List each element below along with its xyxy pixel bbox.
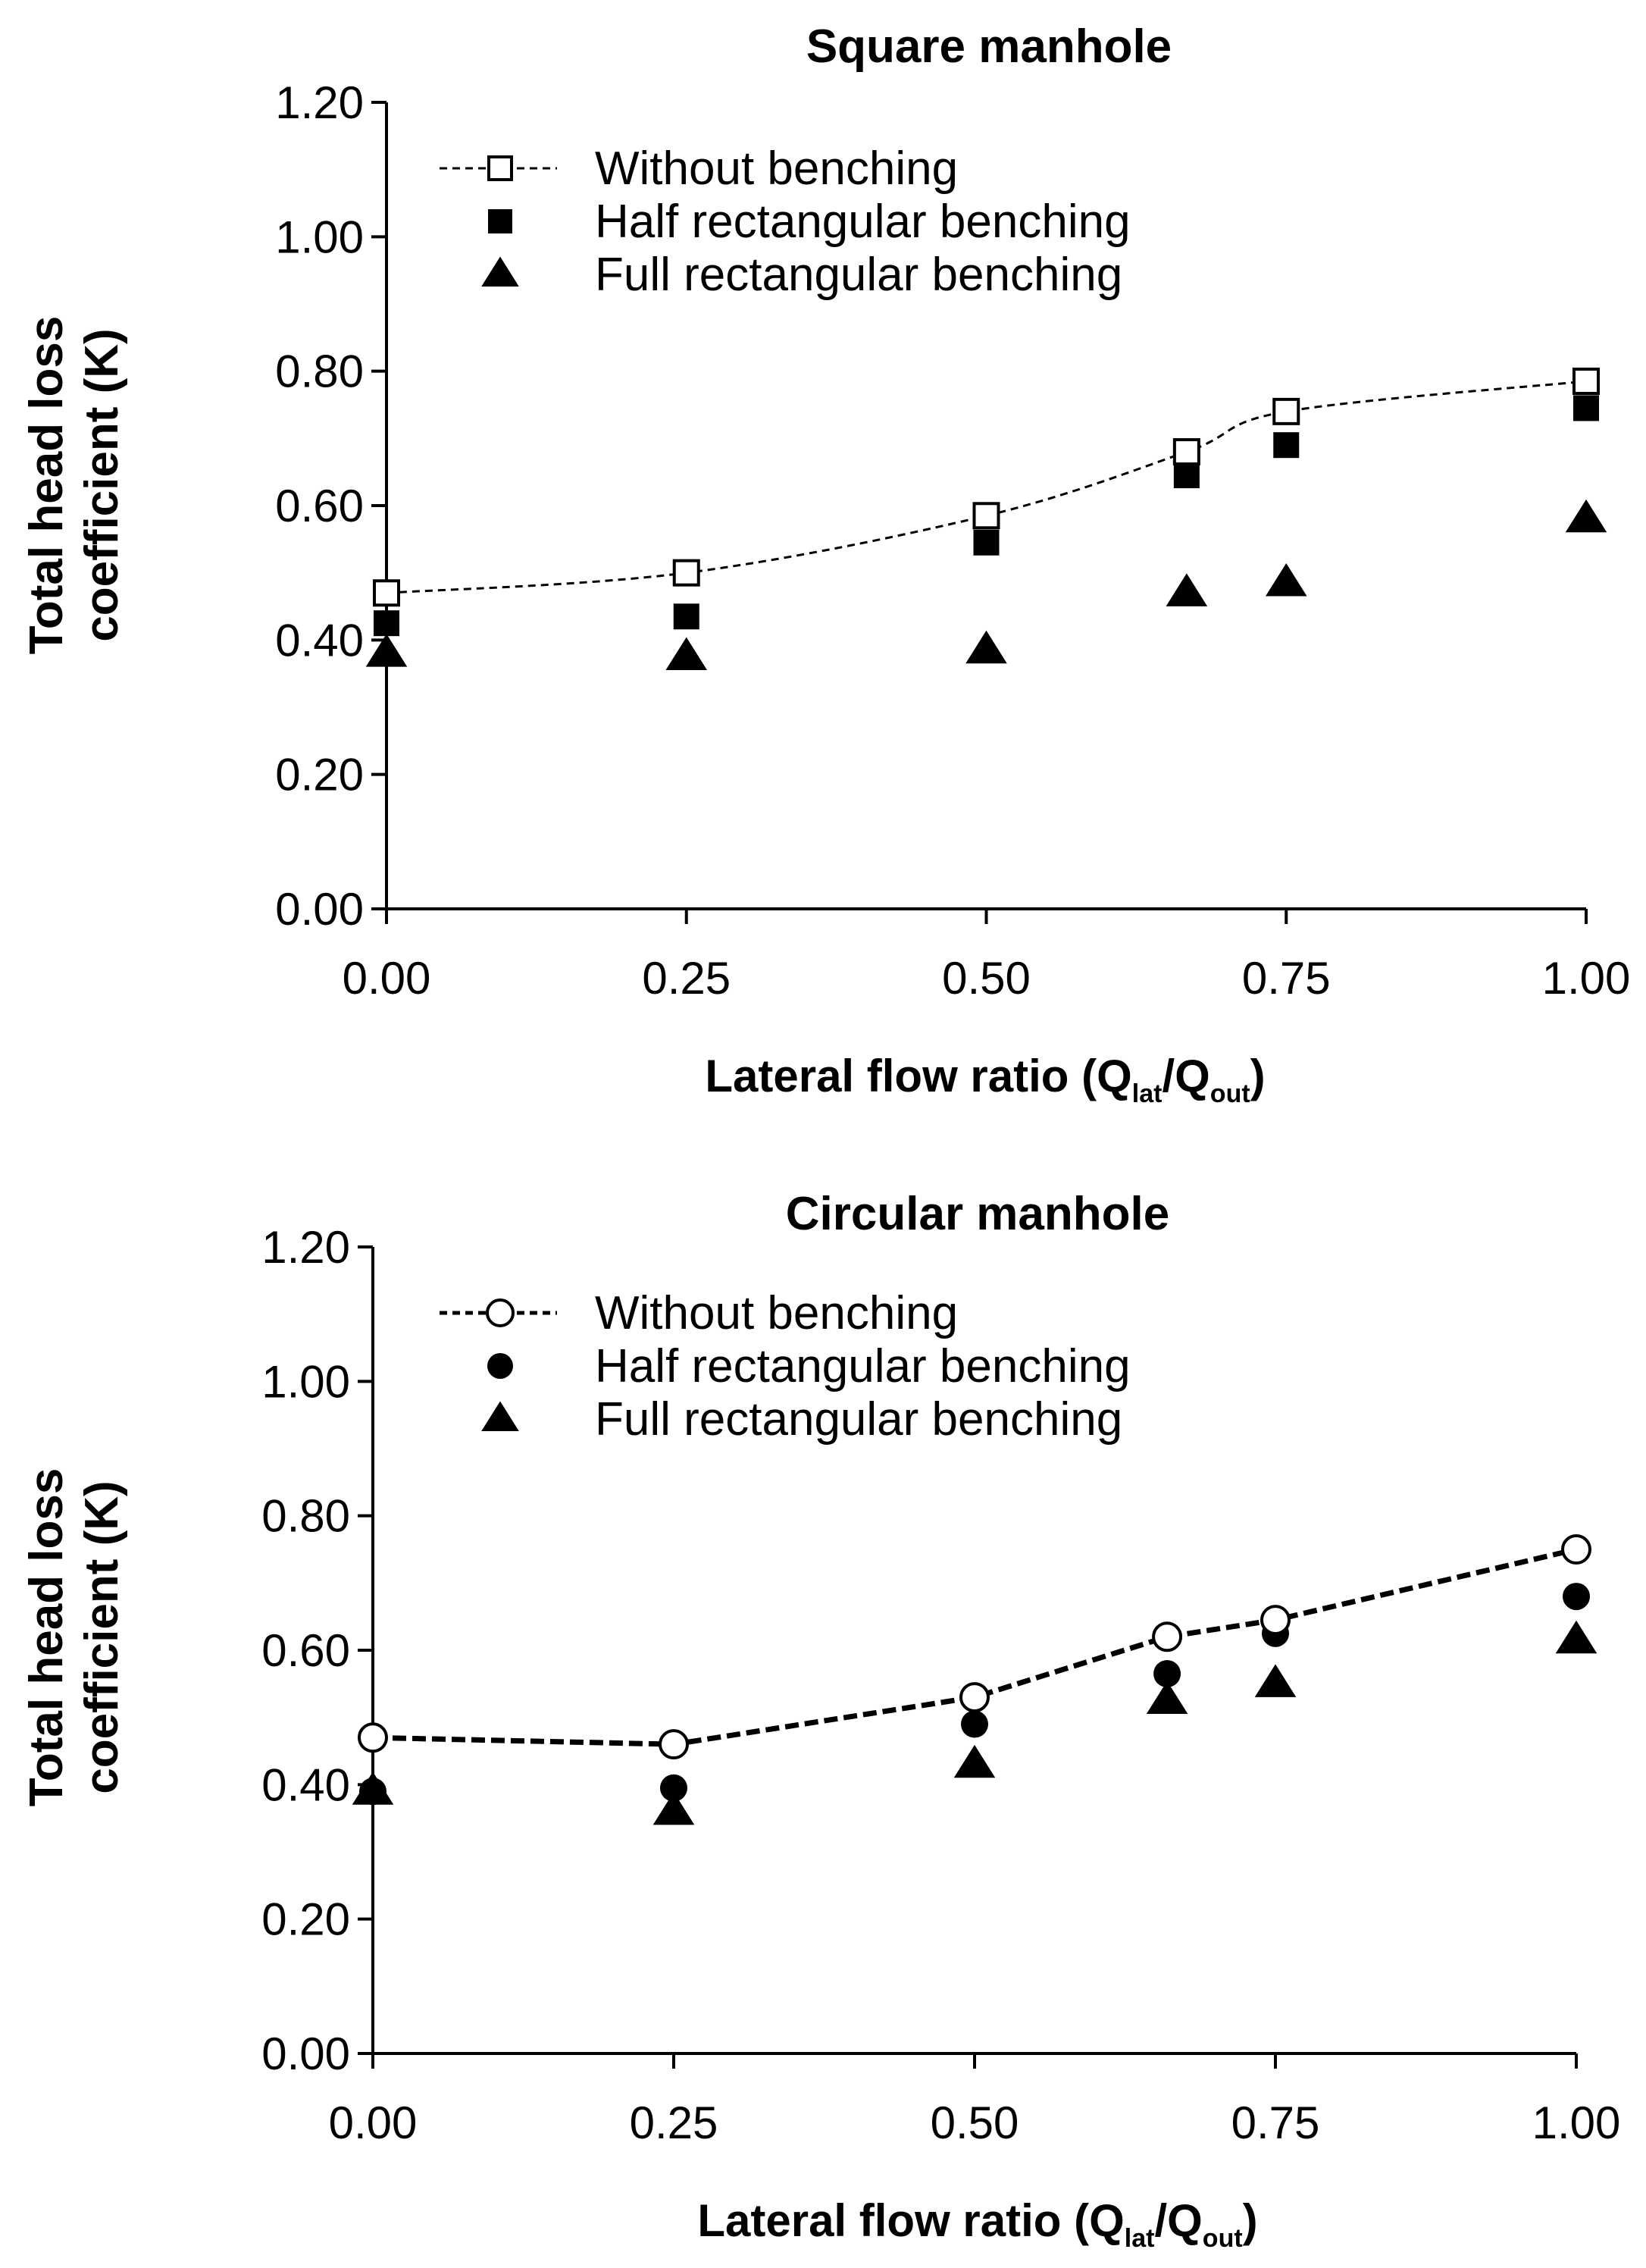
y-axis-label-line2: coefficient (K) xyxy=(76,328,128,641)
y-tick-label: 0.20 xyxy=(275,750,364,800)
data-point-filled-triangle xyxy=(1555,1620,1597,1654)
y-axis-label-line1: Total head loss xyxy=(20,316,73,655)
data-point-filled-triangle xyxy=(665,637,708,671)
data-point-filled-triangle xyxy=(1265,563,1307,597)
data-point-filled-circle xyxy=(660,1774,687,1802)
data-point-filled-triangle xyxy=(953,1744,996,1778)
legend-marker-filled-triangle xyxy=(481,256,519,287)
data-point-filled-triangle xyxy=(652,1791,695,1825)
legend-marker-open-circle xyxy=(486,1298,515,1327)
data-point-open-circle xyxy=(959,1682,990,1713)
legend-marker-filled-circle xyxy=(487,1353,513,1379)
x-tick-label: 0.25 xyxy=(630,2097,718,2148)
data-point-open-square xyxy=(1572,367,1600,395)
data-point-filled-triangle xyxy=(1146,1681,1188,1715)
legend-label: Half rectangular benching xyxy=(595,196,1131,248)
data-point-open-circle xyxy=(1152,1621,1183,1652)
series-line-without-benching xyxy=(386,380,1587,594)
data-point-open-square xyxy=(1172,438,1200,466)
y-tick-label: 0.40 xyxy=(275,615,364,666)
chart-title: Circular manhole xyxy=(786,1188,1169,1240)
data-point-open-square xyxy=(373,579,400,607)
plot-area: 0.00 0.20 0.40 0.60 0.80 1.00 1.20 0.00 0.25 0.50… xyxy=(261,1222,1620,2148)
y-tick-label: 0.20 xyxy=(261,1894,350,1945)
data-point-open-circle xyxy=(659,1729,689,1760)
data-point-filled-triangle xyxy=(965,630,1007,664)
y-tick-label: 0.40 xyxy=(261,1759,350,1810)
legend-marker-filled-square xyxy=(488,209,512,233)
data-point-filled-square xyxy=(673,603,699,630)
data-point-filled-circle xyxy=(359,1778,386,1806)
data-point-open-square xyxy=(1272,397,1300,425)
data-point-filled-square xyxy=(374,610,399,637)
x-tick-label: 1.00 xyxy=(1532,2097,1621,2148)
legend-label: Half rectangular benching xyxy=(595,1340,1131,1392)
x-tick-label: 0.75 xyxy=(1242,953,1331,1004)
legend-label: Without benching xyxy=(595,143,958,195)
data-point-open-circle xyxy=(1260,1605,1291,1636)
data-point-open-square xyxy=(972,502,1000,530)
y-tick-label: 0.80 xyxy=(261,1491,350,1542)
legend-marker-filled-triangle xyxy=(481,1401,519,1431)
y-axis-label-line1: Total head loss xyxy=(20,1468,73,1807)
x-tick-label: 0.75 xyxy=(1231,2097,1320,2148)
y-tick-label: 0.60 xyxy=(275,481,364,531)
data-point-filled-triangle xyxy=(365,634,408,667)
plot-area: 0.00 0.20 0.40 0.60 0.80 1.00 1.20 0.00 0.25 0.50… xyxy=(275,77,1630,1004)
y-tick-label: 1.20 xyxy=(275,77,364,128)
x-tick-label: 0.25 xyxy=(642,953,731,1004)
x-axis-label: Lateral flow ratio (Qlat/Qout) xyxy=(697,2195,1257,2253)
x-tick-label: 0.50 xyxy=(942,953,1031,1004)
legend-label: Full rectangular benching xyxy=(595,1393,1122,1446)
y-tick-label: 0.80 xyxy=(275,346,364,397)
data-point-filled-triangle xyxy=(1565,499,1607,533)
y-tick-label: 0.00 xyxy=(275,884,364,935)
y-axis-label-line2: coefficient (K) xyxy=(76,1480,128,1793)
circular-manhole-chart: Circular manhole 0.00 0.20 0.40 0.60 0.80 1.0… xyxy=(20,1188,1620,2253)
data-point-filled-square xyxy=(1573,395,1599,421)
legend-marker-open-square xyxy=(487,155,513,181)
square-manhole-chart: Square manhole 0.00 0.20 0.40 0.60 0.80 1.00 1… xyxy=(20,20,1630,1108)
data-point-filled-square xyxy=(1173,462,1200,489)
data-point-filled-triangle xyxy=(1166,573,1208,606)
data-point-filled-square xyxy=(1273,432,1300,459)
data-point-filled-triangle xyxy=(1254,1664,1297,1697)
y-tick-label: 1.20 xyxy=(261,1222,350,1273)
data-point-filled-circle xyxy=(961,1710,988,1738)
legend-label: Full rectangular benching xyxy=(595,249,1122,301)
x-tick-label: 0.50 xyxy=(931,2097,1019,2148)
x-tick-label: 0.00 xyxy=(329,2097,418,2148)
y-tick-label: 0.00 xyxy=(261,2028,350,2079)
legend-label: Without benching xyxy=(595,1287,958,1339)
data-point-open-circle xyxy=(358,1722,388,1753)
chart-title: Square manhole xyxy=(806,20,1172,73)
data-point-filled-circle xyxy=(1153,1660,1181,1688)
x-tick-label: 1.00 xyxy=(1542,953,1631,1004)
x-axis-label: Lateral flow ratio (Qlat/Qout) xyxy=(705,1051,1265,1108)
series-line-without-benching xyxy=(372,1546,1577,1747)
x-tick-label: 0.00 xyxy=(343,953,431,1004)
data-point-open-square xyxy=(672,559,700,587)
y-tick-label: 0.60 xyxy=(261,1625,350,1676)
y-tick-label: 1.00 xyxy=(261,1356,350,1407)
y-tick-label: 1.00 xyxy=(275,211,364,262)
data-point-filled-circle xyxy=(1563,1583,1590,1611)
data-point-filled-square xyxy=(973,529,1000,556)
data-point-open-circle xyxy=(1561,1534,1591,1565)
